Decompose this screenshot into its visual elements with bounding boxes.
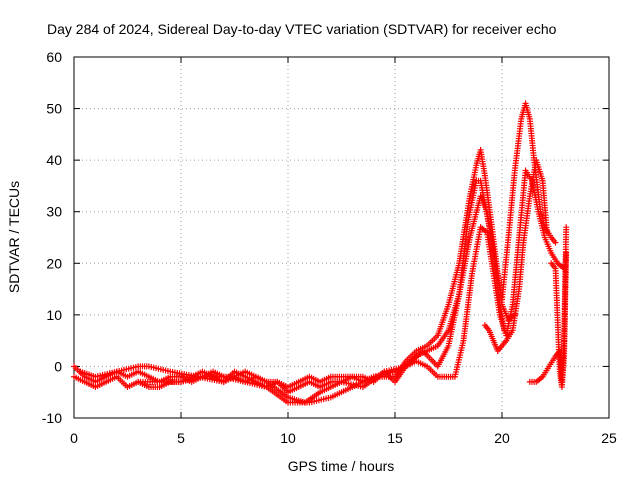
plot-frame (73, 56, 610, 419)
y-axis-label: SDTVAR / TECUs (6, 181, 22, 293)
data-points (71, 100, 570, 406)
x-tick-label: 10 (280, 430, 296, 446)
y-tick-label: 30 (46, 204, 62, 220)
series-trace-7 (548, 249, 570, 391)
data-point (552, 239, 559, 246)
ticks: 0 5 10 15 20 25 -10 0 10 20 30 40 50 60 (42, 49, 617, 446)
x-tick-label: 5 (177, 430, 185, 446)
x-axis-label: GPS time / hours (288, 458, 395, 474)
data-point (543, 229, 550, 236)
y-tick-label: 50 (46, 101, 62, 117)
x-tick-label: 25 (601, 430, 617, 446)
y-tick-label: 0 (54, 358, 62, 374)
chart-title: Day 284 of 2024, Sidereal Day-to-day VTE… (47, 21, 557, 37)
x-tick-label: 0 (70, 430, 78, 446)
series-trace-1 (71, 146, 518, 391)
series-trace-3 (77, 100, 559, 406)
x-tick-label: 20 (494, 430, 510, 446)
y-tick-label: -10 (42, 410, 62, 426)
grid (74, 57, 609, 418)
y-tick-label: 40 (46, 152, 62, 168)
series-trace-5 (481, 157, 550, 354)
y-tick-label: 20 (46, 255, 62, 271)
y-tick-label: 60 (46, 49, 62, 65)
data-point (563, 249, 570, 256)
series-trace-4 (135, 167, 568, 406)
y-tick-label: 10 (46, 307, 62, 323)
x-tick-label: 15 (387, 430, 403, 446)
data-point (563, 224, 570, 231)
